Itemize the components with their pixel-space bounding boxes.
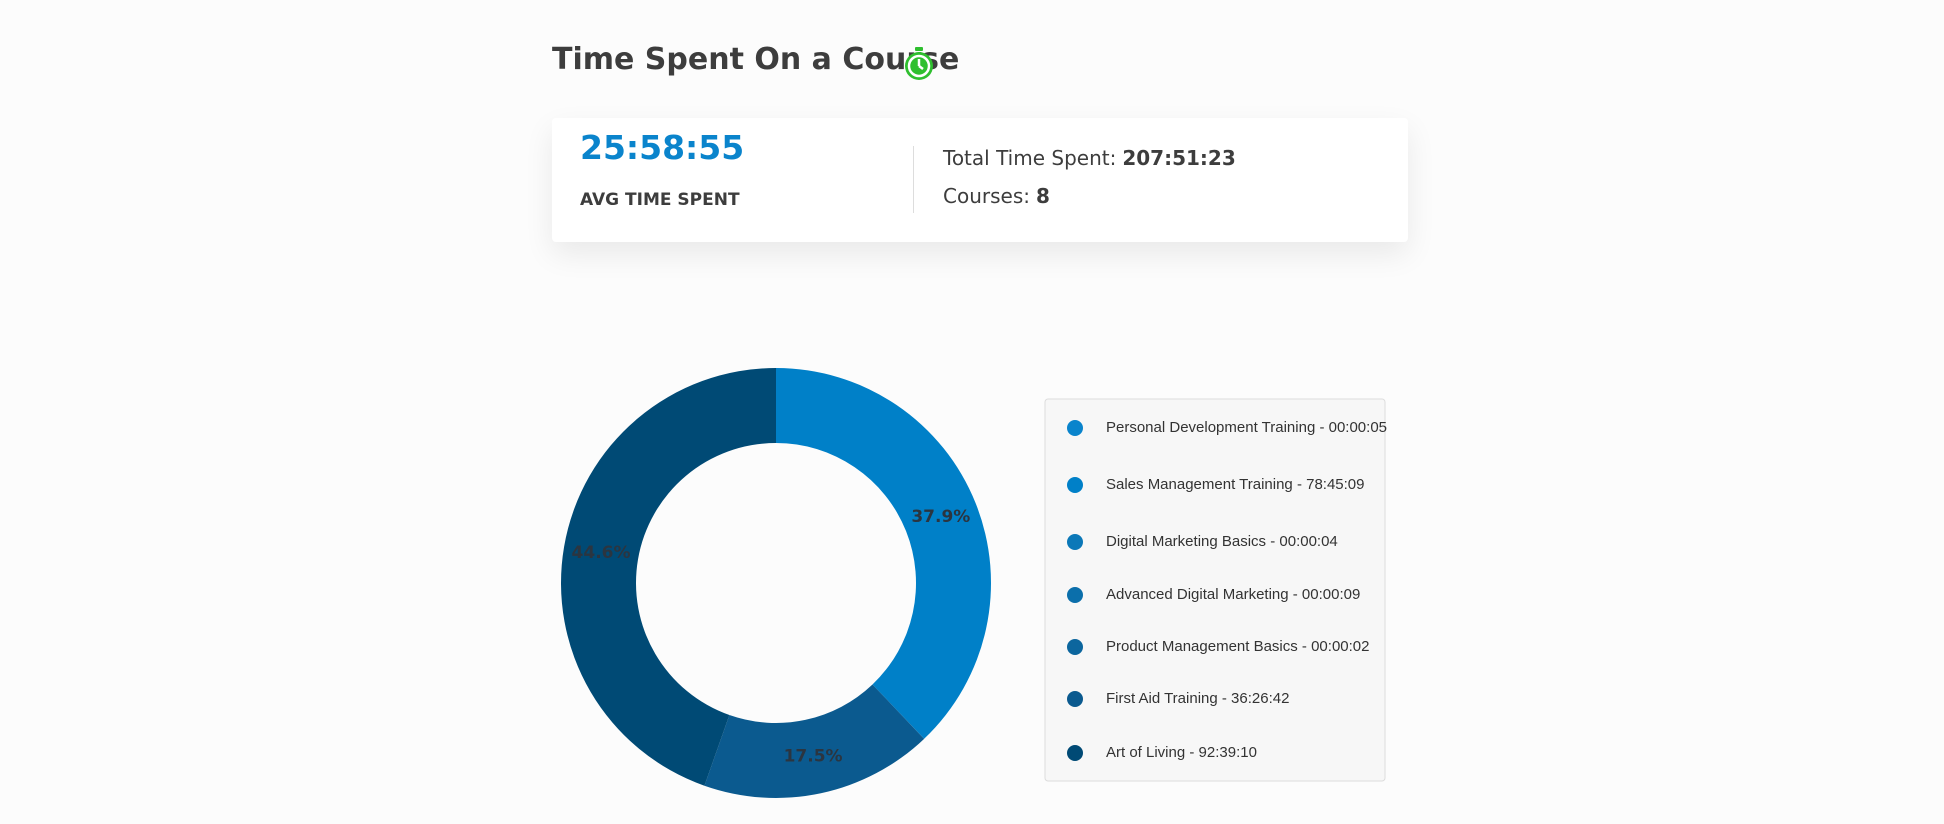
legend-label: Art of Living - 92:39:10 bbox=[1106, 744, 1257, 761]
donut-slice bbox=[872, 684, 925, 739]
total-stat: Total Time Spent: 207:51:23 bbox=[943, 146, 1236, 170]
legend-label: Personal Development Training - 00:00:05 bbox=[1106, 419, 1387, 436]
legend-box bbox=[1044, 398, 1386, 782]
donut-slice bbox=[561, 368, 776, 786]
courses-label: Courses: bbox=[943, 184, 1030, 208]
summary-card: 25:58:55 AVG TIME SPENT Total Time Spent… bbox=[552, 118, 1408, 242]
slice-label: 17.5% bbox=[784, 747, 843, 767]
page-title: Time Spent On a Course bbox=[552, 42, 960, 77]
avg-value: 25:58:55 bbox=[580, 128, 745, 167]
donut-slice bbox=[872, 684, 925, 739]
legend-label: First Aid Training - 36:26:42 bbox=[1106, 690, 1289, 707]
donut-slice bbox=[872, 684, 925, 739]
legend-dot bbox=[1067, 745, 1083, 761]
courses-stat: Courses: 8 bbox=[943, 184, 1050, 208]
donut-slice bbox=[776, 368, 992, 739]
slice-label: 44.6% bbox=[572, 543, 631, 563]
slice-label: 37.9% bbox=[911, 507, 970, 527]
divider bbox=[913, 146, 914, 213]
legend-dot bbox=[1067, 477, 1083, 493]
legend-dot bbox=[1067, 420, 1083, 436]
legend-label: Digital Marketing Basics - 00:00:04 bbox=[1106, 533, 1338, 550]
legend-dot bbox=[1067, 691, 1083, 707]
total-label: Total Time Spent: bbox=[943, 146, 1117, 170]
donut-slice bbox=[704, 684, 925, 799]
legend-label: Advanced Digital Marketing - 00:00:09 bbox=[1106, 586, 1360, 603]
total-value: 207:51:23 bbox=[1122, 146, 1236, 170]
courses-value: 8 bbox=[1035, 184, 1050, 208]
legend-dot bbox=[1067, 534, 1083, 550]
legend-dot bbox=[1067, 639, 1083, 655]
stopwatch-icon bbox=[905, 47, 933, 80]
legend-label: Product Management Basics - 00:00:02 bbox=[1106, 638, 1369, 655]
legend-dot bbox=[1067, 587, 1083, 603]
avg-label: AVG TIME SPENT bbox=[580, 190, 740, 210]
legend-label: Sales Management Training - 78:45:09 bbox=[1106, 476, 1365, 493]
